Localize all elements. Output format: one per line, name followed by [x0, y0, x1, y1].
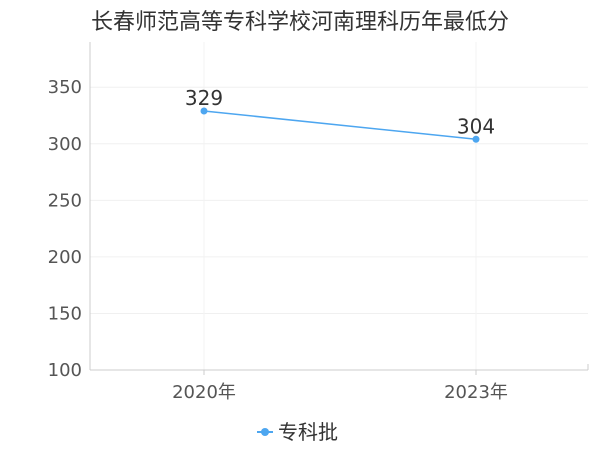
- chart-title: 长春师范高等专科学校河南理科历年最低分: [90, 10, 509, 35]
- data-point: [472, 135, 480, 143]
- y-tick-label: 100: [48, 360, 82, 381]
- series-line: [203, 110, 477, 141]
- y-tick-label: 200: [48, 247, 82, 268]
- data-point: [200, 107, 208, 115]
- data-label: 304: [457, 114, 495, 138]
- y-tick-label: 300: [48, 134, 82, 155]
- y-tick-label: 250: [48, 190, 82, 211]
- data-label: 329: [185, 86, 223, 110]
- x-tick-label: 2020年: [172, 382, 236, 403]
- x-tick-label: 2023年: [444, 382, 508, 403]
- y-tick-label: 350: [48, 77, 82, 98]
- y-tick-label: 150: [48, 303, 82, 324]
- legend-label: 专科批: [278, 420, 338, 444]
- legend-marker: [261, 428, 269, 436]
